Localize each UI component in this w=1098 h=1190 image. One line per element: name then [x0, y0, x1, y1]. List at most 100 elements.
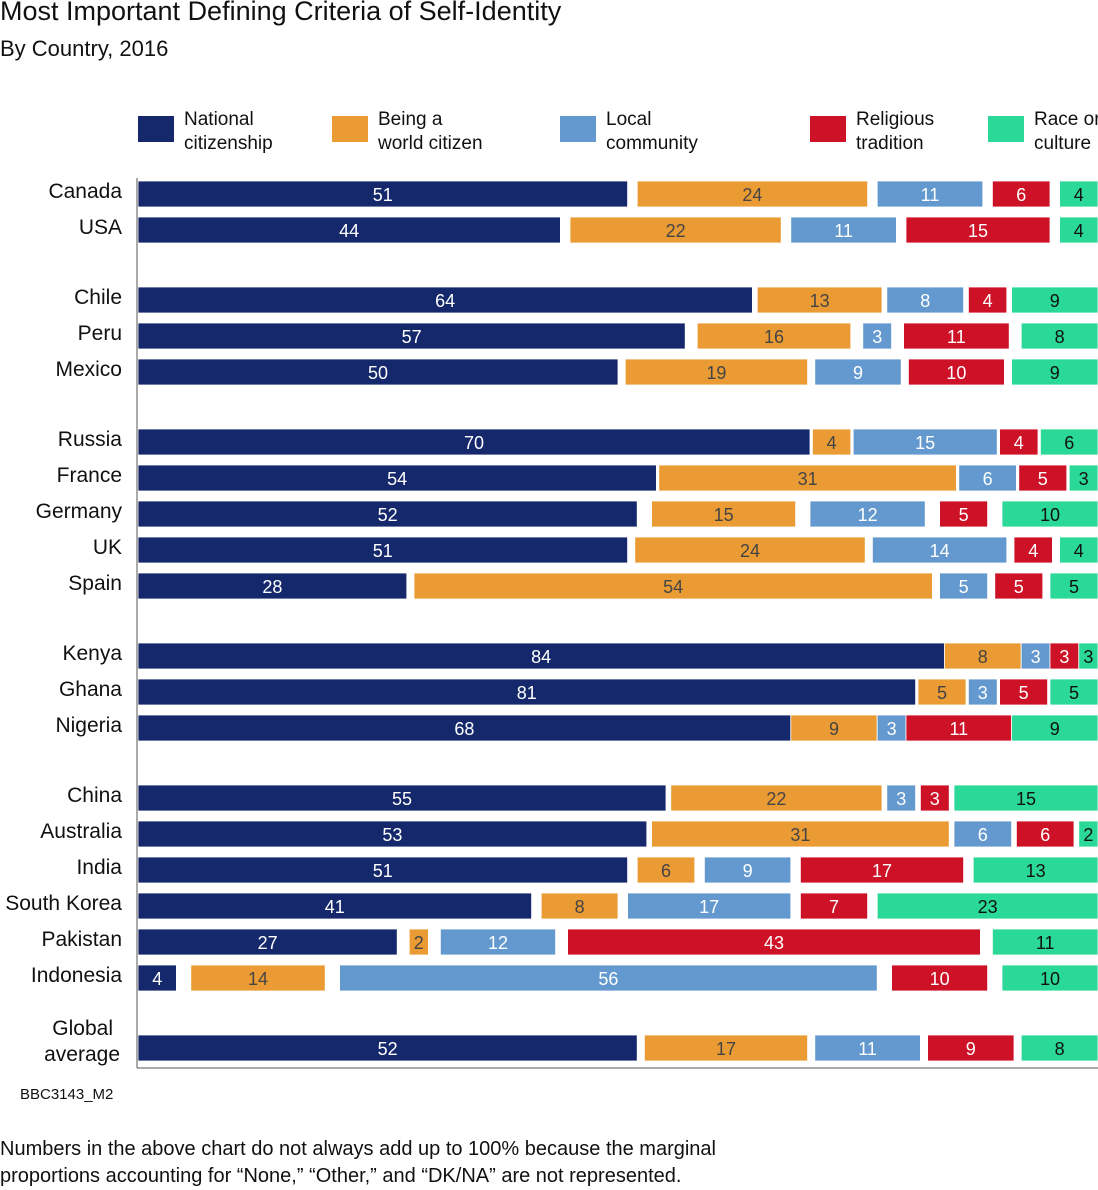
bar-segment: [1068, 464, 1098, 492]
data-label: 11: [947, 327, 966, 347]
bar-segment: [1059, 216, 1098, 244]
data-label: 14: [248, 969, 268, 989]
bar-segment: [790, 714, 878, 742]
bar-segment: [1001, 500, 1098, 528]
bar-segment: [876, 892, 1098, 920]
bar-segment: [704, 856, 792, 884]
data-label: 5: [1069, 577, 1079, 597]
bar-segment: [1001, 964, 1098, 992]
legend-label: Being a world citizen: [378, 109, 483, 154]
data-label: 13: [810, 291, 830, 311]
bar-segment: [905, 216, 1051, 244]
data-label: 4: [1074, 541, 1084, 561]
data-label: 9: [1050, 719, 1060, 739]
data-label: 23: [978, 897, 998, 917]
data-label: 54: [387, 469, 407, 489]
bar-segment: [696, 322, 852, 350]
category-label: Mexico: [55, 358, 122, 381]
data-label: 19: [706, 363, 726, 383]
data-label: 8: [1055, 1039, 1065, 1059]
bar-segment: [876, 714, 907, 742]
bar-segment: [891, 964, 988, 992]
legend-label: Religious tradition: [856, 109, 935, 154]
data-label: 4: [1028, 541, 1038, 561]
category-label: South Korea: [5, 892, 122, 915]
data-label: 13: [1026, 861, 1046, 881]
bar-segment: [137, 820, 648, 848]
bar-segment: [137, 536, 629, 564]
data-label: 9: [743, 861, 753, 881]
bar-segment: [137, 892, 533, 920]
footnote: Numbers in the above chart do not always…: [0, 1138, 716, 1187]
legend-swatch: [810, 116, 846, 142]
data-label: 31: [790, 825, 810, 845]
bar-segment: [636, 180, 869, 208]
bar-segment: [992, 180, 1051, 208]
bar-segment: [137, 572, 408, 600]
category-label: India: [76, 856, 122, 879]
data-label: 3: [872, 327, 882, 347]
bar-segment: [137, 928, 398, 956]
bar-segment: [137, 464, 657, 492]
bar-segment: [137, 714, 792, 742]
bar-segment: [137, 856, 629, 884]
data-label: 2: [414, 933, 424, 953]
chart-subtitle: By Country, 2016: [0, 36, 169, 61]
data-label: 8: [575, 897, 585, 917]
bar-segment: [1020, 1034, 1098, 1062]
data-label: 31: [798, 469, 818, 489]
bar-segment: [790, 216, 897, 244]
data-label: 11: [834, 221, 853, 241]
legend-item: Race or culture: [988, 108, 1098, 156]
data-label: 6: [1064, 433, 1074, 453]
bar-segment: [1020, 322, 1098, 350]
data-label: 22: [766, 789, 786, 809]
data-label: 15: [968, 221, 988, 241]
data-label: 2: [1083, 825, 1093, 845]
bar-segment: [1078, 820, 1098, 848]
bar-segment: [137, 964, 177, 992]
data-label: 9: [1050, 291, 1060, 311]
data-label: 70: [464, 433, 484, 453]
bar-segment: [953, 784, 1098, 812]
category-label: Pakistan: [41, 928, 122, 951]
legend-item: Religious tradition: [810, 108, 996, 156]
bar-segment: [968, 678, 998, 706]
bar-segment: [1016, 820, 1075, 848]
data-label: 4: [827, 433, 837, 453]
bar-segment: [137, 358, 619, 386]
data-label: 4: [1074, 185, 1084, 205]
data-label: 3: [978, 683, 988, 703]
data-label: 12: [858, 505, 878, 525]
legend-swatch: [332, 116, 368, 142]
bar-segment: [756, 286, 883, 314]
bar-segment: [137, 180, 629, 208]
data-label: 17: [699, 897, 719, 917]
data-label: 52: [378, 505, 398, 525]
bar-segment: [651, 500, 796, 528]
bar-segment: [567, 928, 981, 956]
data-label: 81: [517, 683, 537, 703]
bar-segment: [1011, 714, 1098, 742]
data-label: 14: [930, 541, 950, 561]
bar-segment: [627, 892, 792, 920]
data-label: 53: [382, 825, 402, 845]
bar-segment: [1040, 428, 1098, 456]
bar-segment: [908, 358, 1005, 386]
bar-segment: [814, 1034, 921, 1062]
data-label: 15: [915, 433, 935, 453]
data-label: 64: [435, 291, 455, 311]
category-label: China: [67, 784, 122, 807]
bar-segment: [651, 820, 950, 848]
bar-segment: [1078, 642, 1098, 670]
data-label: 3: [1059, 647, 1069, 667]
bar-segment: [1049, 678, 1098, 706]
data-label: 15: [1016, 789, 1036, 809]
bar-segment: [958, 464, 1017, 492]
bar-segment: [137, 322, 686, 350]
bar-segment: [658, 464, 957, 492]
bar-segment: [137, 784, 667, 812]
data-label: 9: [853, 363, 863, 383]
